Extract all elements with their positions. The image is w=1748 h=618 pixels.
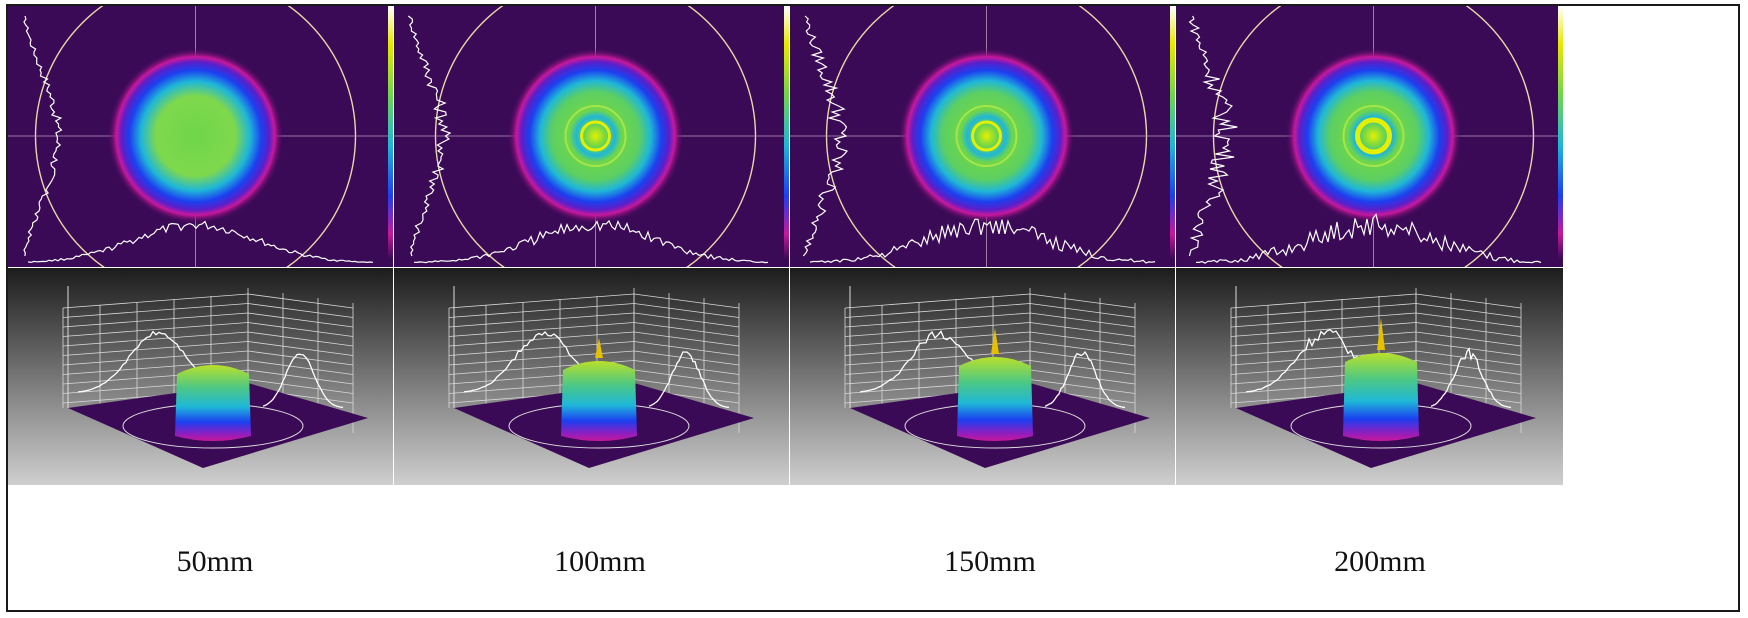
beam-3d-image [1176, 268, 1563, 485]
beam-2d-image [790, 6, 1175, 267]
beam-3d-image [394, 268, 789, 485]
beam-profile-2d-100mm [394, 6, 789, 267]
beam-profile-3d-150mm [790, 268, 1175, 485]
beam-profile-2d-200mm [1176, 6, 1563, 267]
caption-100mm: 100mm [554, 545, 646, 578]
vertical-profile-line [23, 15, 63, 257]
beam-profile-3d-200mm [1176, 268, 1563, 485]
color-scale-bar [1170, 6, 1175, 259]
beam-3d-image [790, 268, 1175, 485]
beam-2d-image [1176, 6, 1563, 267]
vertical-profile-line [1188, 15, 1238, 257]
beam-profile-3d-100mm [394, 268, 789, 485]
beam-pillar [1343, 353, 1419, 441]
beam-2d-image [8, 6, 393, 267]
beam-spot [1285, 48, 1462, 224]
beam-profile-3d-50mm [8, 268, 393, 485]
color-scale-bar [1558, 6, 1563, 259]
beam-pillar [561, 361, 637, 441]
beam-spot [507, 48, 684, 224]
beam-spot [898, 48, 1075, 224]
caption-200mm: 200mm [1334, 545, 1426, 578]
beam-profile-2d-150mm [790, 6, 1175, 267]
vertical-profile-line [802, 15, 849, 257]
beam-pillar [957, 357, 1033, 441]
color-scale-bar [388, 6, 393, 259]
beam-2d-image [394, 6, 789, 267]
horizontal-profile-line [413, 219, 769, 264]
beam-spot [107, 48, 284, 224]
caption-50mm: 50mm [176, 545, 254, 578]
caption-150mm: 150mm [944, 545, 1036, 578]
beam-pillar [175, 365, 251, 441]
vertical-profile-line [407, 15, 452, 257]
beam-3d-image [8, 268, 393, 485]
horizontal-profile-line [27, 220, 374, 264]
horizontal-profile-line [809, 218, 1156, 264]
color-scale-bar [784, 6, 789, 259]
horizontal-profile-line [1196, 213, 1542, 264]
beam-profile-2d-50mm [8, 6, 393, 267]
